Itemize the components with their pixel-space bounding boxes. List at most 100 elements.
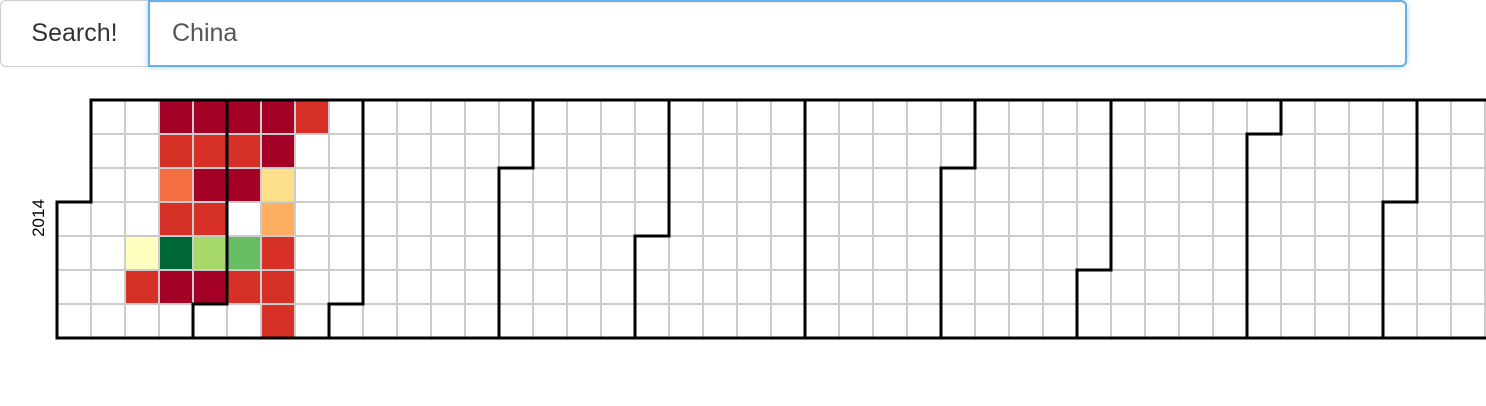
day-cell (770, 303, 806, 339)
day-cell (906, 269, 942, 305)
day-cell (702, 201, 738, 237)
day-cell (90, 201, 126, 237)
day-cell (328, 269, 364, 305)
day-cell (974, 269, 1010, 305)
day-cells (56, 99, 1486, 339)
day-cell (294, 235, 330, 271)
search-button[interactable]: Search! (0, 0, 148, 67)
day-cell (192, 133, 228, 169)
day-cell (770, 133, 806, 169)
day-cell (56, 269, 92, 305)
day-cell (396, 235, 432, 271)
day-cell (668, 99, 704, 135)
day-cell (668, 235, 704, 271)
day-cell (1382, 99, 1418, 135)
day-cell (1382, 269, 1418, 305)
day-cell (396, 269, 432, 305)
day-cell (566, 235, 602, 271)
day-cell (498, 235, 534, 271)
day-cell (430, 201, 466, 237)
day-cell (1280, 303, 1316, 339)
day-cell (56, 303, 92, 339)
day-cell (430, 99, 466, 135)
day-cell (1042, 235, 1078, 271)
day-cell (1450, 99, 1486, 135)
day-cell (974, 235, 1010, 271)
day-cell (1450, 303, 1486, 339)
day-cell (1314, 133, 1350, 169)
day-cell (1416, 133, 1452, 169)
day-cell (1314, 99, 1350, 135)
day-cell (362, 99, 398, 135)
day-cell (974, 201, 1010, 237)
day-cell (362, 269, 398, 305)
day-cell (1280, 133, 1316, 169)
day-cell (1382, 167, 1418, 203)
day-cell (1416, 269, 1452, 305)
day-cell (328, 133, 364, 169)
day-cell (1076, 167, 1112, 203)
day-cell (192, 235, 228, 271)
day-cell (1042, 303, 1078, 339)
day-cell (1280, 269, 1316, 305)
day-cell (124, 99, 160, 135)
day-cell (770, 99, 806, 135)
day-cell (1314, 201, 1350, 237)
day-cell (702, 303, 738, 339)
day-cell (1076, 201, 1112, 237)
day-cell (498, 133, 534, 169)
day-cell (192, 99, 228, 135)
day-cell (260, 99, 296, 135)
day-cell (464, 303, 500, 339)
day-cell (498, 201, 534, 237)
day-cell (464, 235, 500, 271)
day-cell (464, 167, 500, 203)
day-cell (736, 99, 772, 135)
day-cell (1144, 99, 1180, 135)
day-cell (1382, 133, 1418, 169)
day-cell (600, 235, 636, 271)
day-cell (804, 133, 840, 169)
day-cell (260, 133, 296, 169)
search-input[interactable] (148, 0, 1407, 67)
day-cell (1110, 99, 1146, 135)
day-cell (906, 201, 942, 237)
day-cell (974, 303, 1010, 339)
day-cell (1348, 303, 1384, 339)
day-cell (1144, 201, 1180, 237)
day-cell (1110, 235, 1146, 271)
day-cell (260, 269, 296, 305)
day-cell (838, 235, 874, 271)
day-cell (838, 99, 874, 135)
day-cell (226, 133, 262, 169)
day-cell (498, 303, 534, 339)
day-cell (940, 167, 976, 203)
day-cell (566, 303, 602, 339)
day-cell (1246, 235, 1282, 271)
calendar-heatmap: 2014 (29, 98, 1486, 340)
day-cell (702, 269, 738, 305)
day-cell (362, 133, 398, 169)
day-cell (1042, 269, 1078, 305)
day-cell (1076, 303, 1112, 339)
day-cell (1178, 133, 1214, 169)
day-cell (1212, 303, 1248, 339)
day-cell (158, 303, 194, 339)
day-cell (1416, 201, 1452, 237)
day-cell (872, 201, 908, 237)
day-cell (328, 167, 364, 203)
day-cell (294, 303, 330, 339)
day-cell (566, 201, 602, 237)
day-cell (1280, 235, 1316, 271)
day-cell (940, 133, 976, 169)
day-cell (634, 303, 670, 339)
day-cell (1076, 235, 1112, 271)
day-cell (464, 269, 500, 305)
day-cell (532, 167, 568, 203)
day-cell (600, 133, 636, 169)
day-cell (1144, 303, 1180, 339)
day-cell (1110, 167, 1146, 203)
day-cell (1008, 269, 1044, 305)
day-cell (1076, 133, 1112, 169)
day-cell (192, 303, 228, 339)
